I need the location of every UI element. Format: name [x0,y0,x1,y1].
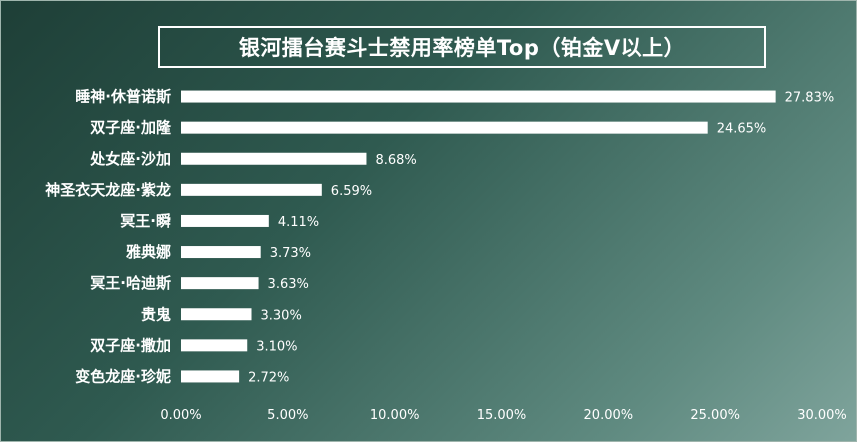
x-tick-label: 20.00% [584,408,634,423]
value-label: 8.68% [375,153,416,168]
value-label: 27.83% [785,91,835,106]
category-label: 贵鬼 [141,305,171,323]
value-label: 6.59% [331,184,372,199]
bar [181,339,248,352]
chart-title: 银河擂台赛斗士禁用率榜单Top（铂金V以上） [238,36,686,60]
bar [181,152,367,165]
value-label: 3.30% [261,308,302,323]
bar [181,214,269,227]
bar [181,121,708,134]
chart-title-box: 银河擂台赛斗士禁用率榜单Top（铂金V以上） [158,26,766,68]
value-label: 3.73% [270,246,311,261]
category-label: 双子座·撒加 [90,336,171,354]
category-label: 神圣衣天龙座·紫龙 [45,181,171,199]
category-label: 变色龙座·珍妮 [75,367,171,385]
value-label: 2.72% [248,370,289,385]
category-label: 睡神·休普诺斯 [75,88,171,106]
value-label: 4.11% [278,215,319,230]
bar [181,246,261,259]
value-label: 3.10% [256,339,297,354]
bar [181,308,252,321]
x-tick-label: 5.00% [267,408,308,423]
value-label: 3.63% [268,277,309,292]
category-label: 双子座·加隆 [90,119,172,137]
x-tick-label: 30.00% [797,408,847,423]
x-tick-label: 25.00% [690,408,740,423]
category-label: 处女座·沙加 [89,150,171,168]
bar [181,90,776,103]
x-tick-label: 0.00% [160,408,201,423]
category-label: 冥王·哈迪斯 [90,274,171,292]
value-label: 24.65% [717,122,767,137]
bar [181,183,322,196]
x-tick-label: 15.00% [477,408,527,423]
bar [181,370,240,383]
category-label: 冥王·瞬 [120,212,171,230]
x-tick-label: 10.00% [370,408,420,423]
bar [181,277,259,290]
category-label: 雅典娜 [125,243,171,261]
